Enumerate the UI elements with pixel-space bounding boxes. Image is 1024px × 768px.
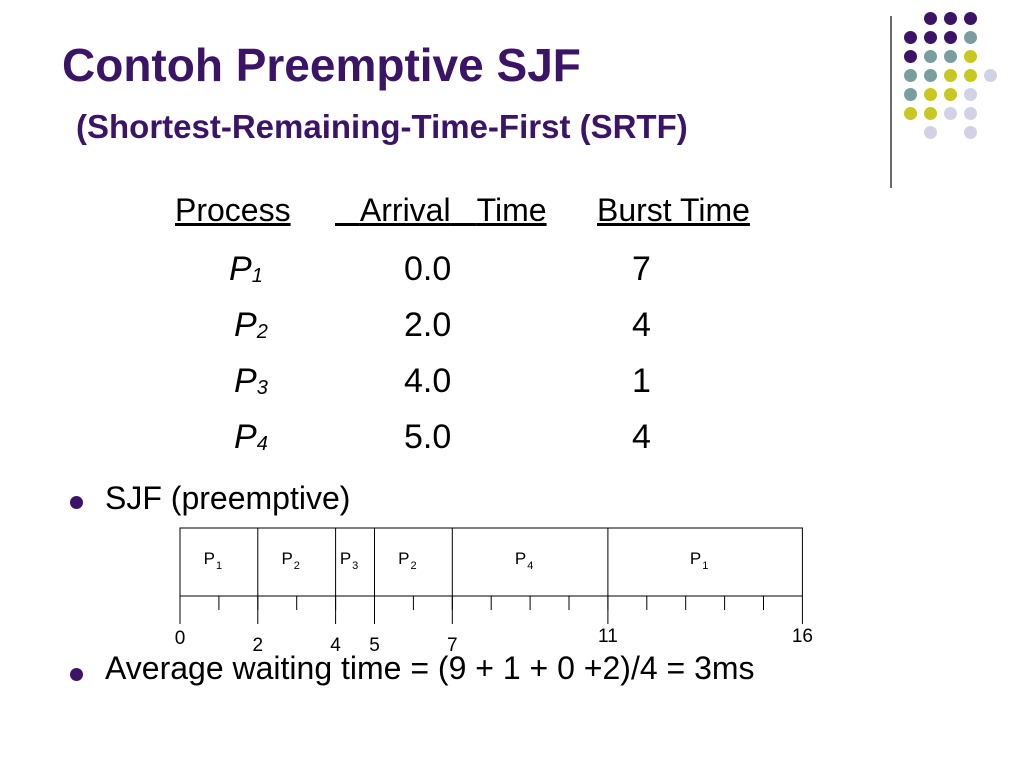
lavender-dot <box>964 126 977 139</box>
purple-dot <box>924 12 937 25</box>
arrival-value: 5.0 <box>404 418 452 456</box>
yellow-dot <box>904 107 917 120</box>
segment-label: P3 <box>340 549 358 572</box>
yellow-dot <box>924 88 937 101</box>
burst-value: 4 <box>632 418 651 456</box>
segment-label: P1 <box>204 549 222 572</box>
time-tick-label: 16 <box>792 626 813 647</box>
bullet-sjf-preemptive: SJF (preemptive) <box>105 480 351 516</box>
slide-subtitle: (Shortest-Remaining-Time-First (SRTF) <box>76 108 688 145</box>
time-tick-label: 7 <box>447 635 458 656</box>
burst-value: 1 <box>632 362 651 400</box>
time-tick-label: 11 <box>598 626 618 647</box>
teal-dot <box>924 50 937 63</box>
purple-dot <box>944 12 957 25</box>
slide-title: Contoh Preemptive SJF <box>62 39 581 91</box>
purple-dot <box>904 50 917 63</box>
lavender-dot <box>964 88 977 101</box>
burst-value: 4 <box>632 306 651 344</box>
header-process: Process <box>175 192 291 228</box>
arrival-value: 0.0 <box>404 250 452 288</box>
time-tick-label: 4 <box>330 635 341 656</box>
lavender-dot <box>924 126 937 139</box>
lavender-dot <box>984 69 997 82</box>
teal-dot <box>964 31 977 44</box>
bullet-marker <box>70 496 83 509</box>
process-name: P4 <box>234 418 268 456</box>
teal-dot <box>944 50 957 63</box>
segment-label: P2 <box>281 549 299 572</box>
purple-dot <box>964 12 977 25</box>
yellow-dot <box>944 88 957 101</box>
teal-dot <box>904 69 917 82</box>
yellow-dot <box>964 69 977 82</box>
segment-label: P1 <box>690 549 708 572</box>
header-arrival: Arrival <box>359 192 451 228</box>
gantt-frame <box>179 527 803 597</box>
header-arrival-time: Arrival Time <box>335 192 547 229</box>
decorative-divider <box>890 16 892 188</box>
decorative-dot-grid <box>898 10 1018 170</box>
yellow-dot <box>964 50 977 63</box>
process-name: P1 <box>229 250 263 288</box>
bullet-average-waiting-time: Average waiting time = (9 + 1 + 0 +2)/4 … <box>105 650 755 686</box>
burst-value: 7 <box>632 250 651 288</box>
arrival-value: 4.0 <box>404 362 452 400</box>
segment-label: P2 <box>398 549 416 572</box>
time-tick-label: 2 <box>253 635 264 656</box>
lavender-dot <box>944 107 957 120</box>
bullet-marker <box>70 668 83 681</box>
purple-dot <box>904 31 917 44</box>
process-name: P3 <box>234 362 268 400</box>
process-name: P2 <box>234 306 268 344</box>
segment-label: P4 <box>515 549 533 572</box>
teal-dot <box>924 69 937 82</box>
teal-dot <box>904 88 917 101</box>
header-burst-time: Burst Time <box>597 192 750 228</box>
purple-dot <box>924 31 937 44</box>
time-tick-label: 5 <box>369 635 380 656</box>
purple-dot <box>944 31 957 44</box>
yellow-dot <box>944 69 957 82</box>
yellow-dot <box>924 107 937 120</box>
time-tick-label: 0 <box>175 628 186 649</box>
header-time: Time <box>476 192 547 228</box>
arrival-value: 2.0 <box>404 306 452 344</box>
lavender-dot <box>964 107 977 120</box>
